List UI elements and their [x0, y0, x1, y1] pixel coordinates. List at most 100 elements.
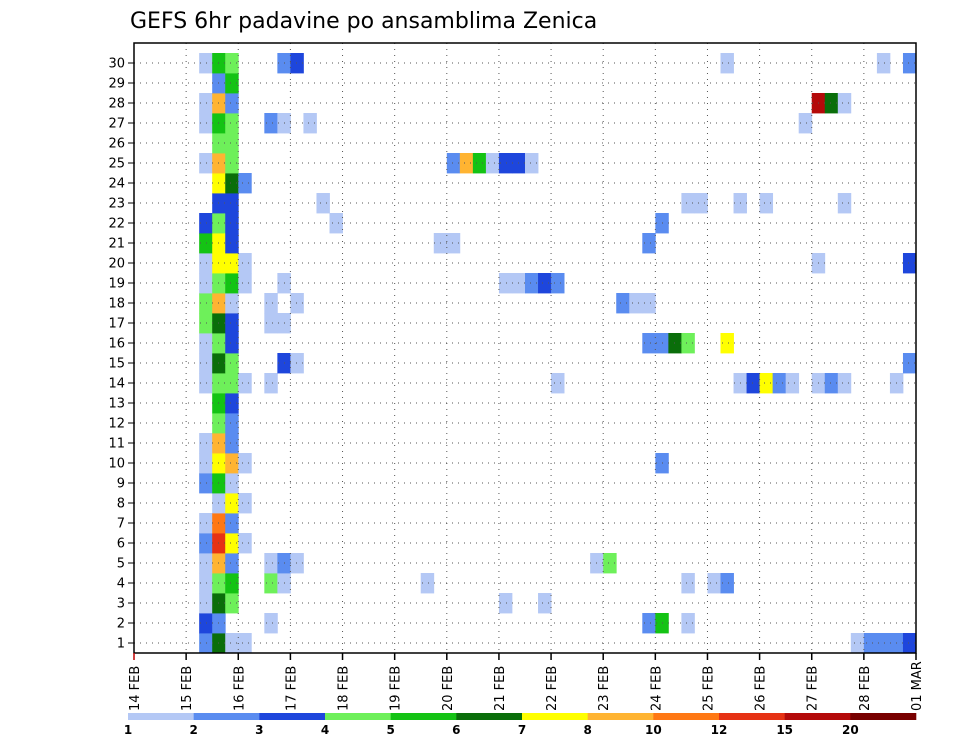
heatmap-cell [329, 213, 343, 234]
heatmap-cell [225, 433, 239, 454]
x-tick-label: 17 FEB [284, 666, 299, 711]
heatmap-cell [199, 473, 213, 494]
colorbar-swatch [587, 713, 654, 720]
heatmap-cell [199, 113, 213, 134]
heatmap-cell [238, 493, 252, 514]
heatmap-cell [681, 333, 695, 354]
heatmap-cell [225, 273, 239, 294]
heatmap-cell [199, 53, 213, 74]
y-tick-label: 20 [108, 257, 125, 272]
y-tick-label: 23 [108, 197, 125, 212]
heatmap-cell [290, 293, 304, 314]
heatmap-cell [642, 333, 656, 354]
heatmap-cell [538, 593, 552, 614]
heatmap-cell [863, 633, 878, 654]
x-tick-label: 22 FEB [545, 666, 560, 711]
y-tick-label: 12 [108, 417, 125, 432]
x-tick-label: 27 FEB [806, 666, 821, 711]
x-tick-label: 20 FEB [441, 666, 456, 711]
colorbar-swatch [390, 713, 457, 720]
y-tick-label: 21 [108, 237, 125, 252]
heatmap-cell [902, 53, 917, 74]
colorbar-swatch [259, 713, 326, 720]
heatmap-cell [459, 153, 474, 174]
y-tick-label: 8 [117, 497, 125, 512]
heatmap-cell [642, 233, 656, 254]
heatmap-cell [238, 633, 252, 654]
heatmap-cell [446, 233, 461, 254]
x-tick-label: 19 FEB [389, 666, 404, 711]
heatmap-cell [225, 333, 239, 354]
y-tick-label: 24 [108, 177, 125, 192]
heatmap-cell [238, 533, 252, 554]
heatmap-cell [199, 213, 213, 234]
heatmap-cell [525, 273, 539, 294]
heatmap-cell [498, 273, 513, 294]
heatmap-cell [225, 293, 239, 314]
heatmap-cell [824, 373, 839, 394]
heatmap-cell [668, 333, 682, 354]
x-tick-label: 24 FEB [649, 666, 664, 711]
x-tick-label: 21 FEB [493, 666, 508, 711]
heatmap-cell [485, 153, 500, 174]
heatmap-cell [290, 553, 304, 574]
heatmap-cell [290, 353, 304, 374]
heatmap-cell [316, 193, 330, 214]
x-tick-label: 18 FEB [337, 666, 352, 711]
x-tick-label: 15 FEB [180, 666, 195, 711]
heatmap-cell [551, 373, 565, 394]
colorbar-swatch [128, 713, 194, 720]
heatmap-cell [225, 373, 239, 394]
colorbar-label: 2 [189, 723, 197, 737]
heatmap-cell [225, 413, 239, 434]
heatmap-cell [681, 573, 695, 594]
x-tick-label: 01 MAR [910, 661, 925, 711]
y-tick-label: 25 [108, 157, 125, 172]
y-tick-label: 27 [108, 117, 125, 132]
heatmap-cell [225, 253, 239, 274]
heatmap-cell [746, 373, 760, 394]
heatmap-cell [681, 613, 695, 634]
x-tick-label: 25 FEB [701, 666, 716, 711]
y-tick-label: 7 [117, 517, 125, 532]
x-tick-label: 26 FEB [754, 666, 769, 711]
heatmap-cell [199, 353, 213, 374]
y-tick-label: 26 [108, 137, 125, 152]
heatmap-cell [225, 193, 239, 214]
colorbar-label: 1 [124, 723, 132, 737]
heatmap-cell [225, 233, 239, 254]
y-tick-label: 18 [108, 297, 125, 312]
heatmap-cell [225, 573, 239, 594]
heatmap-cell [603, 553, 617, 574]
y-tick-label: 10 [108, 457, 125, 472]
x-axis: 14 FEB 15 FEB 16 FEB 17 FEB 18 FEB 19 FEB 20 F… [128, 653, 925, 711]
heatmap-cell [876, 633, 891, 654]
colorbar-swatch [784, 713, 851, 720]
heatmap-cell [199, 333, 213, 354]
heatmap-cell [199, 553, 213, 574]
heatmap-cell [225, 633, 239, 654]
heatmap-cell [238, 373, 252, 394]
heatmap-cell [759, 193, 774, 214]
heatmap-cell [225, 113, 239, 134]
colorbar-swatch [653, 713, 720, 720]
heatmap-cell [225, 133, 239, 154]
colorbar-label: 8 [583, 723, 591, 737]
y-axis: 1234567891011121314151617181920212223242… [108, 57, 134, 652]
x-tick-label: 14 FEB [128, 666, 143, 711]
colorbar-label: 15 [776, 723, 793, 737]
heatmap-cell [225, 553, 239, 574]
heatmap-cell [498, 593, 513, 614]
heatmap-cell [498, 153, 513, 174]
heatmap-cell [199, 613, 213, 634]
y-tick-label: 14 [108, 377, 125, 392]
heatmap-cell [238, 273, 252, 294]
heatmap-cell [199, 533, 213, 554]
heatmap-cell [264, 293, 278, 314]
heatmap-cell [850, 633, 865, 654]
plot-frame [133, 42, 917, 654]
y-tick-label: 5 [117, 557, 125, 572]
heatmap-cell [902, 633, 917, 654]
heatmap-cell [681, 193, 695, 214]
